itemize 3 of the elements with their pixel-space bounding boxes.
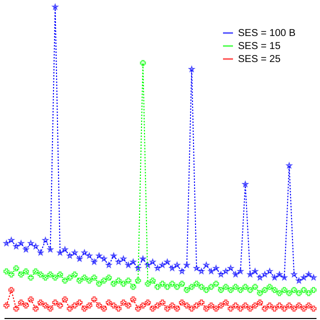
- legend-label: SES = 100 B: [238, 28, 296, 39]
- legend-label: SES = 25: [238, 54, 281, 65]
- legend-label: SES = 15: [238, 41, 281, 52]
